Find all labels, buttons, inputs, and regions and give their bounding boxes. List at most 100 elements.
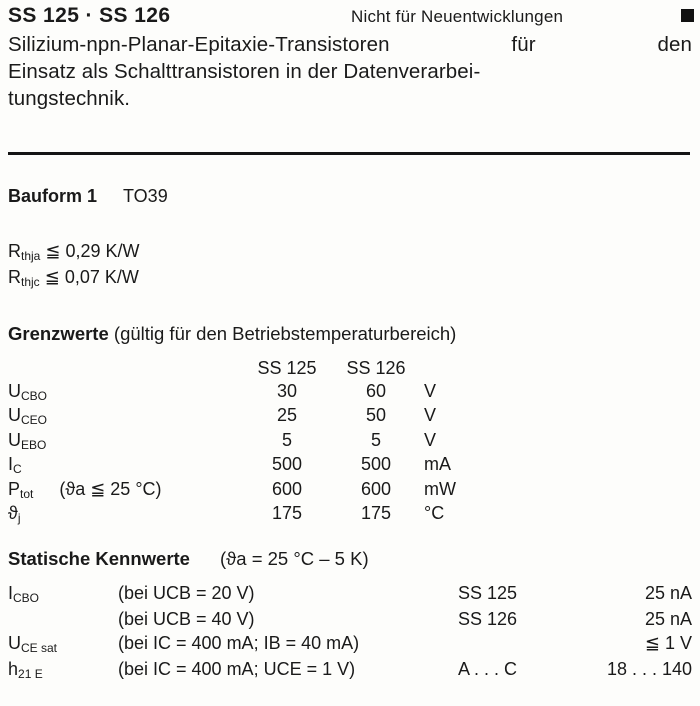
table-row: IC 500 500 mA [8, 453, 456, 478]
row-symbol [8, 607, 118, 631]
row-symbol: h21 E [8, 657, 118, 683]
row-symbol: ϑj [8, 502, 232, 527]
table-row: UCEO 25 50 V [8, 404, 456, 429]
rthjc-symbol: R [8, 267, 21, 287]
row-unit: V [424, 429, 437, 450]
description-line-1-right: den [657, 33, 692, 56]
row-value: 25 nA [644, 583, 692, 603]
row-condition: (bei UCB = 40 V) [118, 609, 255, 629]
bauform-label: Bauform 1 [8, 186, 98, 206]
symbol-text: P [8, 478, 21, 499]
row-ss125: 500 [271, 454, 303, 474]
grenzwerte-heading-note: (gültig für den Betriebstemperaturbereic… [108, 323, 457, 344]
rthja-relation: ≦ [45, 241, 61, 261]
symbol-subscript: 21 E [18, 667, 43, 681]
symbol-text: U [8, 380, 21, 401]
row-type: A . . . C [458, 659, 518, 679]
grenzwerte-col-ss126: SS 126 [346, 358, 406, 378]
row-symbol: UCEO [8, 404, 232, 429]
symbol-text: I [8, 454, 14, 474]
row-condition: (bei UCB = 20 V) [118, 583, 255, 603]
row-ss125: 600 [271, 478, 303, 499]
statische-kennwerte-table: ICBO (bei UCB = 20 V) SS 125 25 nA (bei … [8, 581, 692, 683]
statische-kennwerte-heading: Statische Kennwerte (ϑa = 25 °C – 5 K) [8, 548, 369, 570]
row-condition: (bei IC = 400 mA; UCE = 1 V) [118, 659, 356, 679]
row-unit: mW [424, 478, 456, 499]
row-unit: °C [424, 503, 445, 523]
row-type: SS 125 [458, 583, 518, 603]
table-row: ϑj 175 175 °C [8, 502, 456, 527]
row-ss125: 175 [271, 503, 303, 523]
bauform-value: TO39 [123, 186, 168, 206]
table-header-row: SS 125 SS 126 [8, 357, 456, 380]
symbol-text: ϑ [8, 503, 18, 523]
description-line-1-left: Silizium-npn-Planar-Epitaxie-Transistore… [8, 33, 390, 56]
table-row: (bei UCB = 40 V) SS 126 25 nA [8, 607, 692, 631]
row-symbol: UEBO [8, 429, 232, 454]
rthja-subscript: thja [21, 249, 41, 263]
row-ss125: 5 [281, 429, 292, 450]
page-header: SS 125 · SS 126 Nicht für Neuentwicklung… [8, 4, 694, 32]
symbol-text: I [8, 583, 14, 603]
table-row: UEBO 5 5 V [8, 429, 456, 454]
table-row: UCE sat (bei IC = 400 mA; IB = 40 mA) ≦ … [8, 631, 692, 657]
table-row: UCBO 30 60 V [8, 380, 456, 405]
table-row: ICBO (bei UCB = 20 V) SS 125 25 nA [8, 581, 692, 607]
row-condition: (bei IC = 400 mA; IB = 40 mA) [118, 633, 360, 653]
row-type: SS 126 [458, 609, 518, 629]
row-ss126: 500 [360, 454, 392, 474]
symbol-subscript: EBO [21, 437, 47, 452]
symbol-subscript: CBO [13, 591, 40, 605]
statische-heading-note: (ϑa = 25 °C – 5 K) [219, 548, 369, 569]
statische-heading-bold: Statische Kennwerte [8, 548, 190, 569]
description-line-1: Silizium-npn-Planar-Epitaxie-Transistore… [8, 31, 692, 58]
row-unit: V [424, 405, 437, 425]
symbol-subscript: CE sat [21, 641, 58, 655]
row-ss126: 600 [360, 478, 392, 499]
rthja-value: 0,29 K/W [65, 241, 140, 261]
grenzwerte-heading: Grenzwerte (gültig für den Betriebstempe… [8, 323, 456, 345]
symbol-text: U [8, 405, 21, 425]
rthjc-relation: ≦ [44, 267, 60, 287]
row-ss126: 60 [365, 380, 387, 401]
grenzwerte-col-ss125: SS 125 [257, 358, 317, 378]
symbol-subscript: tot [20, 486, 34, 501]
bauform-row: Bauform 1 TO39 [8, 186, 168, 207]
row-symbol: IC [8, 453, 232, 478]
grenzwerte-table: SS 125 SS 126 UCBO 30 60 V UCEO 25 50 V … [8, 357, 456, 527]
row-ss126: 50 [365, 405, 387, 425]
thermal-resistance-block: Rthja ≦ 0,29 K/W Rthjc ≦ 0,07 K/W [8, 239, 140, 291]
row-unit: mA [424, 454, 451, 474]
grenzwerte-col-symbol [8, 357, 232, 380]
row-symbol: UCBO [8, 380, 232, 405]
rthjc-value: 0,07 K/W [64, 267, 139, 287]
symbol-subscript: CBO [21, 388, 48, 403]
row-value: 25 nA [644, 609, 692, 629]
description-line-1-mid: für [511, 33, 536, 56]
row-ss125: 30 [276, 380, 298, 401]
symbol-subscript: j [17, 511, 21, 525]
row-symbol: ICBO [8, 581, 118, 607]
grenzwerte-col-unit [410, 357, 456, 380]
row-ss126: 5 [370, 429, 381, 450]
row-unit: V [424, 380, 437, 401]
symbol-text: h [8, 659, 19, 679]
thermal-resistance-row: Rthja ≦ 0,29 K/W [8, 239, 140, 265]
thermal-resistance-row: Rthjc ≦ 0,07 K/W [8, 265, 140, 291]
symbol-text: U [8, 633, 21, 653]
row-value: ≦ 1 V [644, 633, 692, 653]
row-value: 18 . . . 140 [606, 659, 692, 679]
symbol-subscript: C [13, 462, 22, 476]
table-row: h21 E (bei IC = 400 mA; UCE = 1 V) A . .… [8, 657, 692, 683]
row-symbol: UCE sat [8, 631, 118, 657]
description-line-2: Einsatz als Schalttransistoren in der Da… [8, 60, 481, 83]
product-description: Silizium-npn-Planar-Epitaxie-Transistore… [8, 31, 692, 112]
row-type [458, 631, 578, 657]
symbol-subscript: CEO [21, 413, 48, 427]
page-title: SS 125 · SS 126 [8, 4, 171, 27]
rthjc-subscript: thjc [21, 275, 40, 289]
black-square-icon [681, 9, 694, 22]
symbol-text: U [8, 429, 21, 450]
header-note: Nicht für Neuentwicklungen [351, 7, 564, 26]
